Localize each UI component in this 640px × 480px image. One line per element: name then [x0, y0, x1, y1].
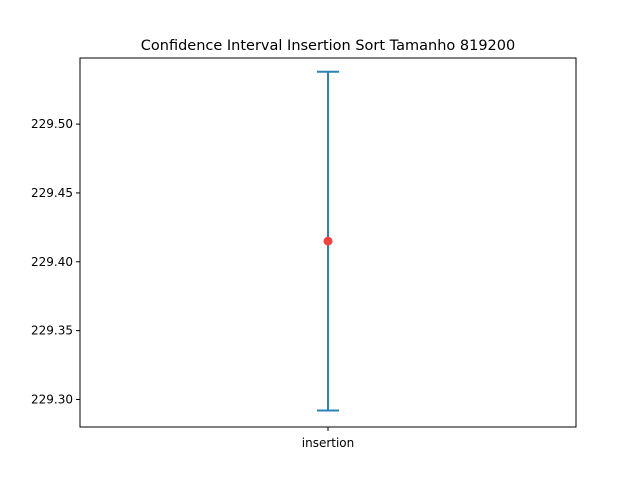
chart-title: Confidence Interval Insertion Sort Taman…: [141, 38, 515, 54]
y-axis: 229.30 229.35 229.40 229.45 229.50: [31, 117, 80, 406]
y-tick-label: 229.45: [31, 186, 73, 200]
y-tick-label: 229.50: [31, 117, 73, 131]
y-tick-label: 229.40: [31, 255, 73, 269]
y-tick-label: 229.30: [31, 392, 73, 406]
mean-point: [323, 236, 333, 246]
y-tick-label: 229.35: [31, 324, 73, 338]
plot-area: [317, 70, 339, 412]
x-axis: insertion: [302, 427, 355, 450]
x-tick-label: insertion: [302, 436, 355, 450]
